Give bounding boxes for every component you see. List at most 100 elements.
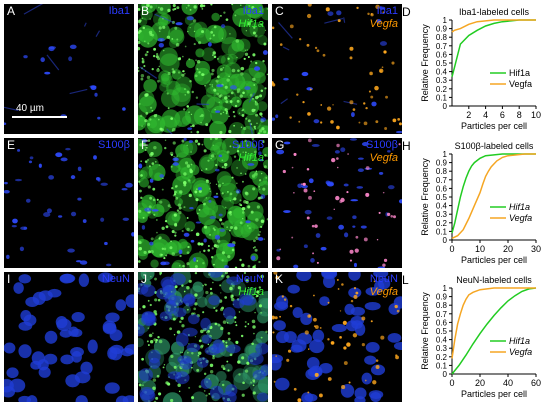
y-axis-label: Relative Frequency: [420, 292, 430, 370]
scale-bar: [12, 116, 67, 118]
y-tick-label: 0: [443, 102, 448, 111]
x-tick-label: 20: [503, 244, 513, 254]
legend-label-hif1a: Hif1a: [509, 202, 530, 212]
legend-label-hif1a: Hif1a: [509, 336, 530, 346]
x-tick-label: 2: [466, 110, 471, 120]
series-line-vegfa: [452, 20, 536, 32]
y-tick-label: 0.3: [436, 76, 448, 85]
micrograph-panel-e: E S100β: [4, 138, 134, 268]
y-tick-label: 0.6: [436, 50, 448, 59]
chart-letter: D: [402, 5, 411, 19]
probe-label: Hif1a: [238, 18, 264, 31]
micrograph-panel-i: I NeuN: [4, 272, 134, 402]
legend-label-vegfa: Vegfa: [509, 213, 532, 223]
panel-letter: J: [141, 273, 147, 286]
y-tick-label: 1: [443, 284, 448, 293]
panel-letter: A: [7, 5, 15, 18]
chart-title: S100β-labeled cells: [455, 141, 534, 151]
panel-markers: S100β: [98, 139, 130, 152]
y-axis-label: Relative Frequency: [420, 24, 430, 102]
y-tick-label: 0.2: [436, 219, 448, 228]
marker-label: S100β: [98, 139, 130, 152]
x-tick-label: 40: [503, 378, 513, 388]
micrograph-image: [4, 272, 134, 402]
chart-title: NeuN-labeled cells: [456, 275, 532, 285]
y-tick-label: 0: [443, 236, 448, 245]
y-tick-label: 0.4: [436, 336, 448, 345]
marker-label: S100β: [366, 139, 398, 152]
x-axis-label: Particles per cell: [461, 121, 527, 131]
x-tick-label: 10: [475, 244, 485, 254]
y-tick-label: 1: [443, 16, 448, 25]
y-tick-label: 0.8: [436, 167, 448, 176]
panel-letter: E: [7, 139, 15, 152]
marker-label: Iba1: [238, 5, 264, 18]
y-tick-label: 1: [443, 150, 448, 159]
probe-label: Hif1a: [232, 152, 264, 165]
chart-letter: H: [402, 139, 411, 153]
y-tick-label: 0: [443, 370, 448, 379]
marker-label: S100β: [232, 139, 264, 152]
micrograph-image: [4, 138, 134, 268]
panel-letter: B: [141, 5, 149, 18]
y-tick-label: 0.6: [436, 184, 448, 193]
y-tick-label: 0.7: [436, 176, 448, 185]
y-tick-label: 0.8: [436, 33, 448, 42]
legend-label-vegfa: Vegfa: [509, 347, 532, 357]
x-tick-label: 6: [500, 110, 505, 120]
y-axis-label: Relative Frequency: [420, 158, 430, 236]
marker-label: NeuN: [236, 273, 264, 286]
scale-bar-label: 40 µm: [16, 103, 44, 114]
x-tick-label: 30: [531, 244, 541, 254]
y-tick-label: 0.2: [436, 85, 448, 94]
legend-label-hif1a: Hif1a: [509, 68, 530, 78]
x-axis-label: Particles per cell: [461, 389, 527, 399]
y-tick-label: 0.2: [436, 353, 448, 362]
panel-letter: I: [7, 273, 10, 286]
y-tick-label: 0.5: [436, 327, 448, 336]
y-tick-label: 0.1: [436, 361, 448, 370]
y-tick-label: 0.9: [436, 25, 448, 34]
y-tick-label: 0.5: [436, 59, 448, 68]
panel-markers: Iba1: [109, 5, 130, 18]
y-tick-label: 0.1: [436, 227, 448, 236]
y-tick-label: 0.9: [436, 293, 448, 302]
panel-letter: G: [275, 139, 284, 152]
legend-label-vegfa: Vegfa: [509, 79, 532, 89]
probe-label: Hif1a: [236, 286, 264, 299]
x-axis-label: Particles per cell: [461, 255, 527, 265]
micrograph-panel-a: A Iba1 40 µm: [4, 4, 134, 134]
marker-label: Iba1: [109, 5, 130, 18]
x-tick-label: 4: [483, 110, 488, 120]
probe-label: Vegfa: [366, 152, 398, 165]
y-tick-label: 0.4: [436, 202, 448, 211]
y-tick-label: 0.3: [436, 210, 448, 219]
marker-label: NeuN: [102, 273, 130, 286]
y-tick-label: 0.7: [436, 310, 448, 319]
chart-title: Iba1-labeled cells: [459, 7, 530, 17]
y-tick-label: 0.9: [436, 159, 448, 168]
panel-letter: C: [275, 5, 284, 18]
x-tick-label: 0: [449, 244, 454, 254]
x-tick-label: 8: [517, 110, 522, 120]
x-tick-label: 20: [475, 378, 485, 388]
probe-label: Vegfa: [370, 286, 398, 299]
probe-label: Vegfa: [370, 18, 398, 31]
x-tick-label: 60: [531, 378, 541, 388]
y-tick-label: 0.1: [436, 93, 448, 102]
y-tick-label: 0.5: [436, 193, 448, 202]
micrograph-image: [4, 4, 134, 134]
x-tick-label: 10: [531, 110, 541, 120]
